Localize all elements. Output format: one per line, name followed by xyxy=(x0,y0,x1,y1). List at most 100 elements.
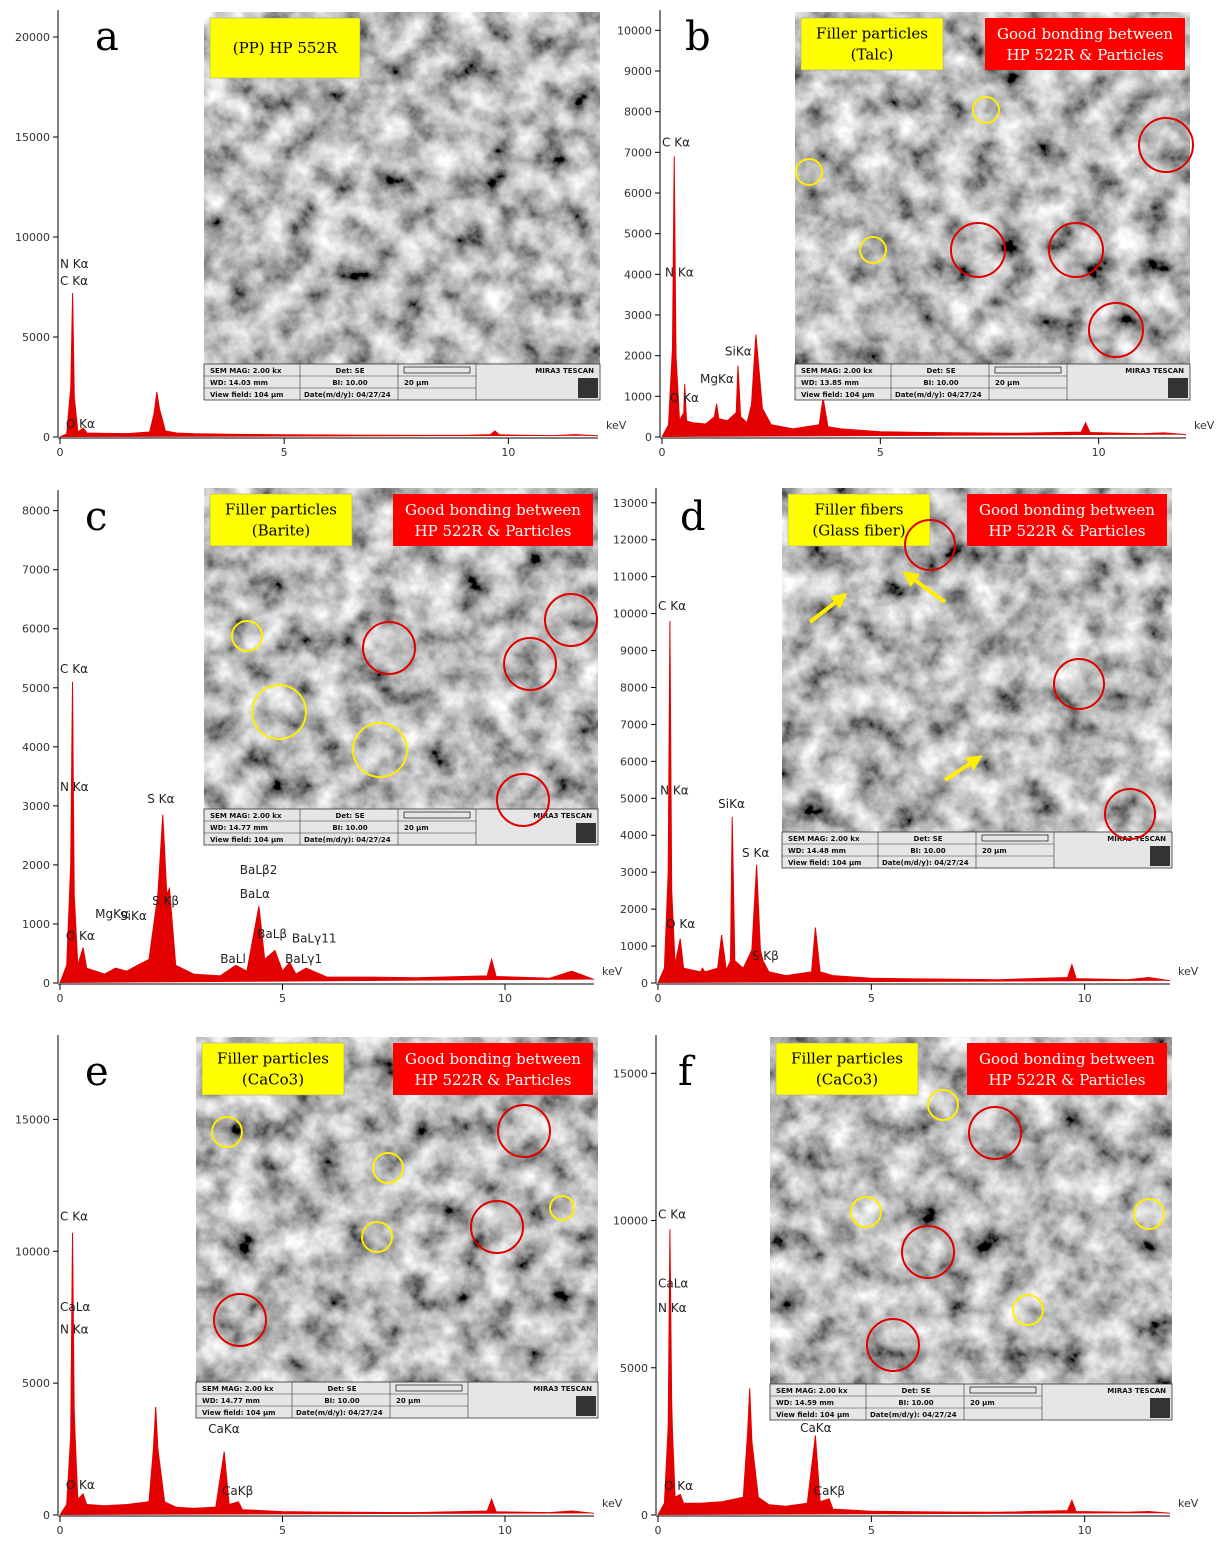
highlight-text: Good bonding between xyxy=(405,501,581,519)
sem-info: SEM MAG: 2.00 kx xyxy=(801,367,873,375)
x-tick-label: 0 xyxy=(655,992,662,1005)
sem-info: WD: 14.77 mm xyxy=(210,824,268,832)
peak-label: N Kα xyxy=(60,780,89,794)
peak-label: BaLγ11 xyxy=(292,931,337,945)
y-tick-label: 0 xyxy=(43,431,50,444)
sem-info: Date(m/d/y): 04/27/24 xyxy=(895,391,982,399)
y-tick-label: 8000 xyxy=(22,505,50,518)
sem-info: Det: SE xyxy=(328,1385,357,1393)
highlight-text: Good bonding between xyxy=(979,1050,1155,1068)
sem-info: 20 µm xyxy=(995,379,1020,387)
figure: 050001000015000200000510keVN KαC KαO KαS… xyxy=(0,0,1218,1541)
peak-label: N Kα xyxy=(660,784,689,798)
y-tick-label: 0 xyxy=(43,977,50,990)
peak-label: N Kα xyxy=(60,1322,89,1336)
peak-label: C Kα xyxy=(662,136,690,150)
peak-label: N Kα xyxy=(60,257,89,271)
sem-info: MIRA3 TESCAN xyxy=(533,1385,592,1393)
sem-info: SEM MAG: 2.00 kx xyxy=(788,835,860,843)
sem-info: Date(m/d/y): 04/27/24 xyxy=(882,859,969,867)
label-text: (Talc) xyxy=(851,46,894,64)
peak-label: S Kα xyxy=(147,792,174,806)
label-text: Filler particles xyxy=(217,1050,329,1068)
y-tick-label: 7000 xyxy=(22,564,50,577)
sem-logo xyxy=(578,378,598,398)
y-tick-label: 9000 xyxy=(624,65,652,78)
peak-label: S Kβ xyxy=(752,949,779,963)
sem-info: Date(m/d/y): 04/27/24 xyxy=(870,1411,957,1419)
peak-label: BaLα xyxy=(240,887,270,901)
x-tick-label: 5 xyxy=(281,446,288,459)
y-tick-label: 5000 xyxy=(22,1377,50,1390)
sem-info: WD: 14.03 mm xyxy=(210,379,268,387)
peak-label: O Kα xyxy=(66,929,95,943)
peak-label: S Kα xyxy=(742,846,769,860)
x-tick-label: 10 xyxy=(501,446,515,459)
x-axis-unit: keV xyxy=(1178,965,1199,978)
sem-info: 20 µm xyxy=(404,824,429,832)
label-text: (Glass fiber) xyxy=(812,522,905,540)
label-text: (PP) HP 552R xyxy=(233,39,338,57)
sem-info: MIRA3 TESCAN xyxy=(1125,367,1184,375)
x-tick-label: 10 xyxy=(1092,446,1106,459)
sem-logo xyxy=(1150,846,1170,866)
x-axis-unit: keV xyxy=(602,1497,623,1510)
sem-logo xyxy=(576,1396,596,1416)
x-tick-label: 0 xyxy=(659,446,666,459)
x-tick-label: 5 xyxy=(877,446,884,459)
sem-info: View field: 104 µm xyxy=(202,1409,275,1417)
y-tick-label: 10000 xyxy=(613,1215,648,1228)
sem-info: 20 µm xyxy=(404,379,429,387)
y-tick-label: 0 xyxy=(645,431,652,444)
sem-logo xyxy=(576,823,596,843)
highlight-text: Good bonding between xyxy=(405,1050,581,1068)
y-tick-label: 20000 xyxy=(15,31,50,44)
y-tick-label: 15000 xyxy=(15,1113,50,1126)
peak-label: BaLγ1 xyxy=(285,952,322,966)
x-tick-label: 5 xyxy=(279,992,286,1005)
sem-info: SEM MAG: 2.00 kx xyxy=(202,1385,274,1393)
sem-info: Det: SE xyxy=(902,1387,931,1395)
y-tick-label: 6000 xyxy=(22,623,50,636)
peak-label: C Kα xyxy=(658,1207,686,1221)
label-text: Filler particles xyxy=(791,1050,903,1068)
x-tick-label: 10 xyxy=(498,992,512,1005)
sem-info: View field: 104 µm xyxy=(210,391,283,399)
peak-label: N Kα xyxy=(665,265,694,279)
highlight-text: HP 522R & Particles xyxy=(415,1071,572,1089)
peak-label: MgKα xyxy=(700,372,734,386)
x-tick-label: 0 xyxy=(57,1524,64,1537)
x-tick-label: 10 xyxy=(1078,992,1092,1005)
sem-info: View field: 104 µm xyxy=(801,391,874,399)
label-text: Filler particles xyxy=(816,25,928,43)
y-tick-label: 5000 xyxy=(624,228,652,241)
y-tick-label: 1000 xyxy=(22,918,50,931)
peak-label: O Kα xyxy=(664,1479,693,1493)
y-tick-label: 3000 xyxy=(22,800,50,813)
peak-label: CaKβ xyxy=(814,1484,845,1498)
highlight-text: Good bonding between xyxy=(997,25,1173,43)
y-tick-label: 1000 xyxy=(624,390,652,403)
peak-label: C Kα xyxy=(60,662,88,676)
sem-info: BI: 10.00 xyxy=(332,824,367,832)
y-tick-label: 8000 xyxy=(620,681,648,694)
peak-label: O Kα xyxy=(666,917,695,931)
highlight-text: HP 522R & Particles xyxy=(1007,46,1164,64)
label-text: (CaCo3) xyxy=(816,1071,878,1089)
panel-letter: b xyxy=(685,14,711,60)
peak-label: SiKα xyxy=(120,909,147,923)
highlight-text: HP 522R & Particles xyxy=(989,1071,1146,1089)
panel-letter: d xyxy=(680,494,706,540)
panel-letter: e xyxy=(85,1049,109,1095)
highlight-text: HP 522R & Particles xyxy=(415,522,572,540)
x-tick-label: 0 xyxy=(57,992,64,1005)
peak-label: S Kβ xyxy=(152,894,179,908)
peak-label: C Kα xyxy=(658,599,686,613)
y-tick-label: 0 xyxy=(641,1509,648,1522)
x-axis-unit: keV xyxy=(602,965,623,978)
y-tick-label: 15000 xyxy=(613,1067,648,1080)
highlight-text: HP 522R & Particles xyxy=(989,522,1146,540)
sem-info: 20 µm xyxy=(970,1399,995,1407)
x-axis-unit: keV xyxy=(606,419,627,432)
x-tick-label: 5 xyxy=(279,1524,286,1537)
